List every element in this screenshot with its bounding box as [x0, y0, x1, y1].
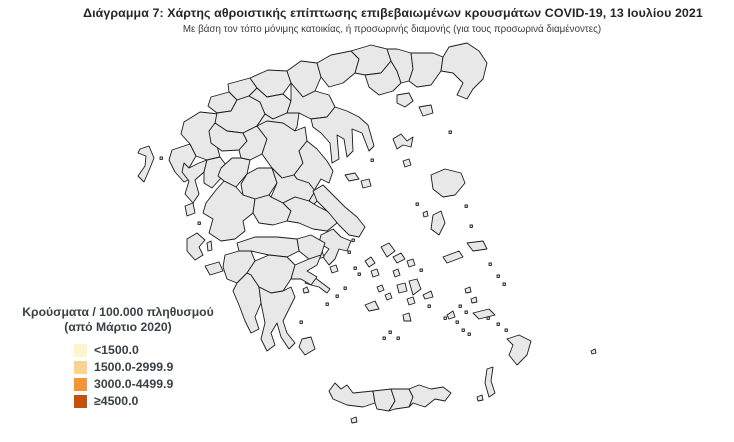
region-mykonos[interactable] [406, 258, 416, 268]
legend-item: ≥4500.0 [74, 395, 220, 408]
legend-swatch-cat2 [74, 361, 87, 374]
region-milos[interactable] [364, 300, 380, 312]
region-patmos[interactable] [464, 286, 472, 294]
legend-swatch-cat3 [74, 378, 87, 391]
region-argolida[interactable] [290, 254, 322, 286]
region-psara[interactable] [422, 210, 429, 218]
page-subtitle: Με βάση τον τόπο μόνιμης κατοικίας, ή πρ… [182, 24, 602, 35]
region-thasos[interactable] [396, 92, 414, 108]
region-messinia[interactable] [232, 272, 262, 334]
region-zakynthos[interactable] [204, 261, 224, 276]
region-arta[interactable] [203, 156, 227, 189]
region-kos[interactable] [472, 308, 496, 320]
region-sporades[interactable] [360, 178, 372, 189]
region-chios[interactable] [430, 210, 446, 236]
region-limnos[interactable] [392, 133, 414, 150]
region-aetolia-acarnania[interactable] [202, 180, 256, 242]
region-evros[interactable] [440, 42, 488, 100]
region-phthiotis[interactable] [270, 167, 316, 204]
islet-specks [159, 130, 508, 340]
legend-item: 1500.0-2999.9 [74, 361, 220, 374]
region-kythnos[interactable] [370, 268, 380, 278]
legend-label-cat4: ≥4500.0 [94, 394, 139, 408]
region-boeotia[interactable] [282, 196, 338, 232]
region-lesvos[interactable] [430, 168, 466, 198]
page-title: Διάγραμμα 7: Χάρτης αθροιστικής επίπτωση… [83, 6, 703, 20]
region-sporades[interactable] [344, 172, 360, 182]
region-rhodes[interactable] [506, 334, 532, 366]
legend-label-cat2: 1500.0-2999.9 [94, 360, 174, 374]
region-kastellorizo[interactable] [590, 348, 597, 355]
legend-item: 3000.0-4499.9 [74, 378, 220, 391]
region-gavdos[interactable] [350, 416, 358, 424]
region-samos[interactable] [466, 240, 488, 252]
region-kalymnos[interactable] [470, 296, 478, 304]
region-astypalea[interactable] [446, 310, 456, 320]
region-paros[interactable] [396, 282, 408, 294]
region-ithaki[interactable] [206, 240, 213, 252]
region-corfu[interactable] [137, 145, 155, 183]
legend-item: <1500.0 [74, 344, 220, 357]
map-legend: Κρούσματα / 100.000 πληθυσμού (από Μάρτι… [16, 305, 220, 412]
region-aegina[interactable] [329, 264, 339, 274]
region-sifnos[interactable] [384, 292, 393, 301]
region-ios[interactable] [406, 296, 416, 306]
region-attica[interactable] [318, 228, 352, 266]
region-kythira[interactable] [298, 336, 316, 356]
region-agios-efstratios[interactable] [402, 158, 412, 168]
region-euboea[interactable] [312, 184, 366, 238]
region-laconia[interactable] [258, 286, 296, 352]
legend-title-line1: Κρούσματα / 100.000 πληθυσμού [22, 305, 214, 319]
region-santorini[interactable] [402, 312, 412, 322]
legend-title-line2: (από Μάρτιο 2020) [64, 320, 172, 334]
region-syros[interactable] [392, 268, 401, 278]
region-ikaria[interactable] [442, 250, 464, 264]
legend-swatch-cat4 [74, 395, 87, 408]
region-tinos[interactable] [392, 252, 406, 264]
region-chania[interactable] [328, 382, 376, 408]
legend-label-cat3: 3000.0-4499.9 [94, 377, 174, 391]
region-karpathos[interactable] [484, 366, 496, 398]
region-kefalonia[interactable] [186, 232, 206, 261]
legend-label-cat1: <1500.0 [94, 343, 139, 357]
region-serifos[interactable] [376, 284, 385, 293]
region-naxos[interactable] [408, 278, 422, 296]
region-andros[interactable] [380, 242, 396, 258]
region-chalkidiki[interactable] [310, 106, 375, 164]
region-lasithi[interactable] [408, 384, 452, 408]
region-lefkada[interactable] [184, 202, 196, 217]
region-kea[interactable] [364, 256, 376, 268]
region-preveza[interactable] [181, 159, 208, 204]
region-samothrace[interactable] [418, 104, 434, 117]
legend-swatch-cat1 [74, 344, 87, 357]
region-rhodopi[interactable] [408, 52, 444, 88]
region-kasos[interactable] [476, 394, 484, 402]
region-serres[interactable] [316, 50, 360, 88]
region-spetses[interactable] [302, 286, 310, 294]
region-amorgos[interactable] [422, 290, 434, 300]
